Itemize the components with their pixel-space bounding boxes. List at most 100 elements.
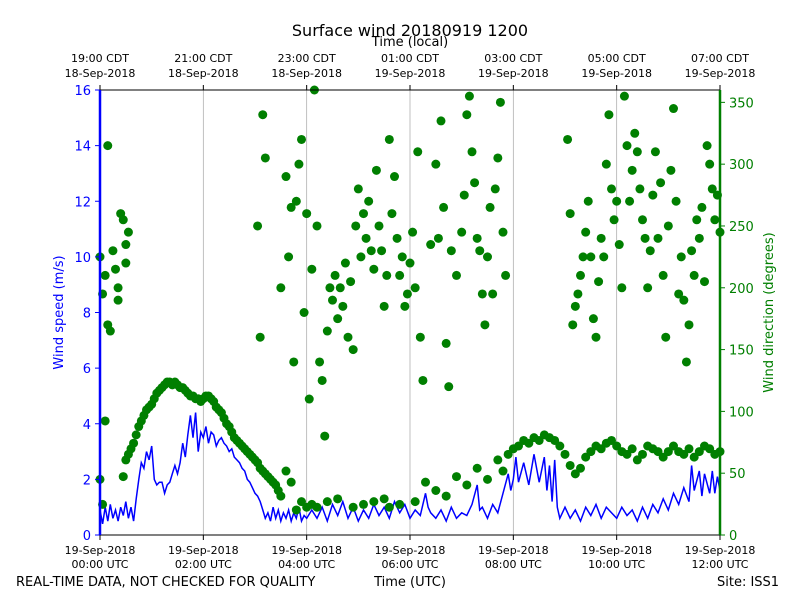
wind-direction-point [410, 283, 420, 293]
wind-direction-point [333, 314, 343, 324]
wind-direction-point [653, 233, 663, 243]
wind-direction-point [371, 165, 381, 175]
wind-gust-point [421, 477, 430, 487]
wind-direction-point [351, 221, 361, 231]
wind-direction-point [397, 252, 407, 262]
top-axis-tick-date: 18-Sep-2018 [271, 67, 342, 80]
wind-direction-point [356, 252, 366, 262]
wind-direction-point [426, 240, 436, 250]
wind-direction-point [495, 97, 505, 107]
wind-direction-point [325, 283, 335, 293]
wind-direction-point [384, 134, 394, 144]
wind-direction-point [669, 104, 678, 114]
wind-direction-point [601, 159, 611, 169]
wind-direction-point [436, 116, 446, 126]
wind-direction-point [632, 147, 642, 157]
wind-direction-point [255, 332, 265, 342]
wind-direction-point [317, 375, 327, 385]
left-axis: 0 2 4 6 8 10 12 14 16 [74, 84, 102, 544]
wind-direction-point [123, 227, 133, 237]
wind-direction-point [596, 233, 606, 243]
wind-gust-point [131, 430, 141, 440]
wind-direction-point [361, 233, 371, 243]
wind-direction-point [599, 252, 609, 262]
wind-gust-point [565, 460, 575, 470]
wind-direction-point [563, 134, 573, 144]
wind-direction-point [433, 233, 443, 243]
wind-gust-point [100, 416, 110, 426]
wind-direction-point [674, 289, 684, 299]
wind-direction-point [588, 314, 598, 324]
wind-direction-point [656, 178, 666, 188]
wind-direction-point [260, 153, 270, 163]
wind-direction-point [390, 172, 399, 182]
wind-direction-point [645, 246, 655, 256]
wind-direction-point [113, 283, 123, 293]
left-axis-tick-label: 12 [74, 195, 91, 210]
left-axis-tick-label: 8 [83, 307, 91, 322]
wind-direction-point [594, 277, 604, 287]
left-axis-tick-label: 2 [83, 473, 91, 488]
wind-gust-point [576, 463, 585, 473]
wind-direction-point [408, 227, 418, 237]
left-axis-tick-label: 14 [74, 140, 91, 155]
wind-direction-point [661, 332, 671, 342]
wind-direction-point [614, 240, 624, 250]
wind-direction-point [681, 357, 691, 367]
wind-direction-point [353, 184, 363, 194]
wind-gust-point [281, 466, 291, 476]
wind-gust-point [286, 477, 296, 487]
wind-direction-point [671, 196, 681, 206]
wind-direction-point [289, 357, 299, 367]
wind-gust-point [322, 497, 332, 507]
wind-gust-series [95, 377, 725, 515]
wind-direction-point [100, 270, 110, 280]
wind-direction-point [387, 209, 397, 219]
wind-direction-point [648, 190, 658, 200]
bottom-axis-tick-time: 04:00 UTC [278, 558, 335, 571]
wind-gust-point [276, 491, 286, 501]
wind-direction-point [650, 147, 660, 157]
gridlines [99, 90, 721, 535]
wind-direction-point [464, 91, 474, 101]
wind-gust-point [441, 491, 451, 501]
wind-direction-point [609, 215, 619, 225]
top-axis-tick-time: 03:00 CDT [484, 52, 542, 65]
wind-direction-point [625, 196, 635, 206]
wind-direction-point [483, 252, 492, 262]
bottom-axis-tick-date: 19-Sep-2018 [685, 544, 756, 557]
wind-gust-point [348, 502, 358, 512]
wind-direction-point [328, 295, 337, 305]
wind-direction-point [103, 141, 113, 151]
quality-disclaimer: REAL-TIME DATA, NOT CHECKED FOR QUALITY [16, 575, 316, 590]
wind-direction-point [392, 233, 402, 243]
right-axis: 0 50 100 150 200 250 300 350 [718, 90, 754, 544]
wind-direction-point [700, 277, 709, 287]
wind-direction-point [485, 202, 495, 212]
left-axis-label: Wind speed (m/s) [52, 255, 67, 369]
wind-direction-point [444, 382, 454, 392]
wind-direction-point [335, 283, 345, 293]
left-axis-tick-label: 10 [74, 251, 91, 266]
wind-direction-point [607, 184, 616, 194]
wind-direction-point [498, 227, 508, 237]
bottom-axis-tick-time: 10:00 UTC [588, 558, 645, 571]
wind-direction-point [276, 283, 286, 293]
wind-direction-point [477, 289, 487, 299]
wind-direction-point [640, 233, 650, 243]
wind-direction-point [488, 289, 498, 299]
right-axis-tick-label: 350 [729, 96, 754, 111]
wind-gust-point [129, 438, 139, 448]
wind-direction-point [441, 338, 451, 348]
wind-direction-point [493, 153, 503, 163]
wind-speed-series [99, 412, 721, 525]
wind-direction-point [405, 258, 415, 268]
wind-direction-point [576, 270, 585, 280]
wind-direction-point [382, 270, 392, 280]
wind-direction-point [413, 147, 423, 157]
wind-direction-point [630, 128, 640, 138]
wind-direction-point [501, 270, 511, 280]
wind-gust-point [395, 499, 405, 509]
wind-direction-point [627, 165, 637, 175]
